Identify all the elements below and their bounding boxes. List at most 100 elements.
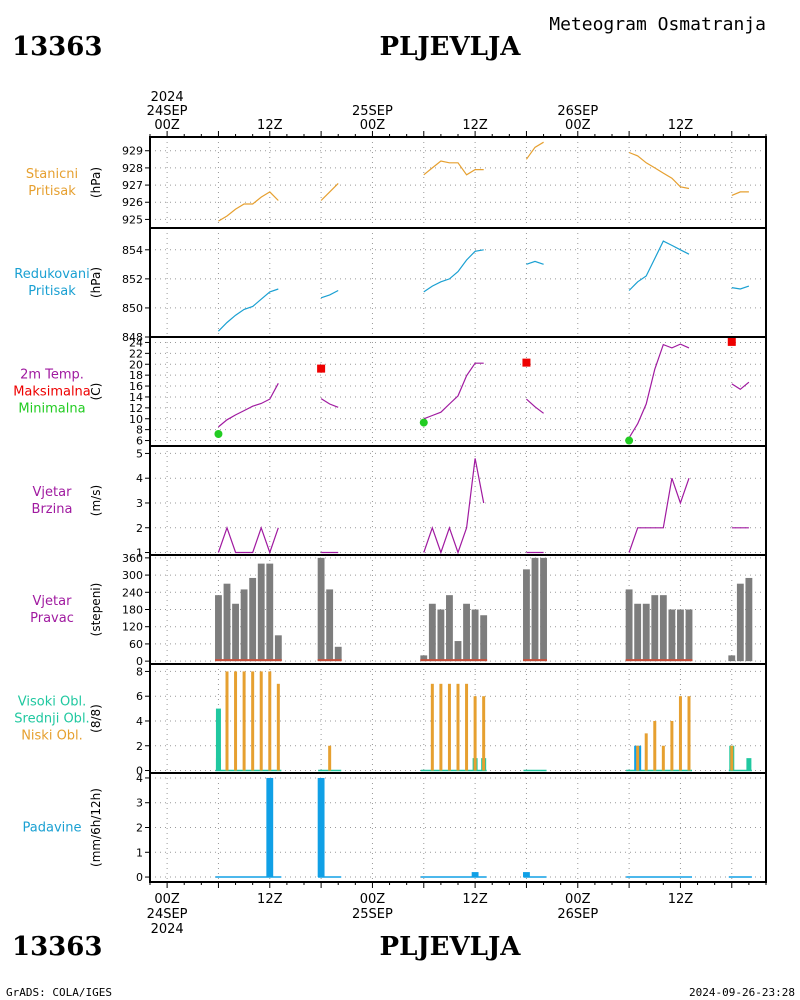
x-label-top: 12Z (257, 118, 283, 133)
series-line (217, 288, 279, 332)
wind-dir-bar (634, 603, 642, 662)
panel-frame (149, 136, 767, 229)
x-label-bottom: 12Z (462, 892, 488, 907)
cloud-low-bar (661, 745, 665, 771)
cloud-low-bar (242, 671, 246, 771)
cloud-low-bar (259, 671, 263, 771)
y-tick-label: 0 (136, 765, 143, 778)
y-tick-label: 1 (136, 547, 143, 560)
x-label-top: 00Z (565, 118, 591, 133)
wind-dir-bar (317, 557, 325, 662)
wind-dir-bar (523, 569, 530, 662)
cloud-low-bar (473, 696, 477, 771)
y-tick-label: 240 (122, 586, 143, 599)
x-label-top: 25SEP (352, 104, 393, 119)
x-label-top: 2024 (151, 90, 184, 105)
series-line (423, 362, 484, 420)
wind-dir-bar (420, 655, 428, 662)
cloud-low-bar (447, 683, 451, 771)
series-line (218, 191, 279, 222)
panel-title-line: Padavine (23, 821, 82, 836)
series-line (731, 381, 750, 391)
cloud-low-bar (276, 683, 280, 771)
panel-title-line: Niski Obl. (21, 729, 83, 744)
y-tick-label: 300 (122, 569, 143, 582)
series-line (525, 398, 544, 414)
y-axis-unit: (hPa) (89, 267, 103, 298)
cloud-mid-bar (215, 708, 221, 771)
wind-dir-bar (463, 603, 470, 662)
cloud-low-bar (268, 671, 272, 771)
cloud-low-bar (456, 683, 460, 771)
cloud-low-bar (670, 720, 674, 771)
panel-title-line: Vjetar (33, 594, 73, 609)
series-line (320, 182, 339, 201)
y-tick-label: 5 (136, 447, 143, 460)
series-line (628, 240, 690, 291)
y-tick-label: 14 (129, 391, 143, 404)
wind-dir-bar (454, 641, 462, 662)
cloud-low-bar (636, 745, 640, 771)
x-label-top: 12Z (668, 118, 694, 133)
wind-dir-bar (274, 635, 282, 662)
chart-subtitle: Meteogram Osmatranja (549, 14, 766, 35)
y-tick-label: 18 (129, 369, 143, 382)
panel-1: 925 926 927 928 929 (hPa) Stanicni Pritisak (26, 136, 767, 229)
panel-title-line: Pravac (30, 611, 74, 626)
station-name-top: PLJEVLJA (380, 32, 522, 62)
y-tick-label: 854 (122, 244, 143, 257)
y-tick-label: 852 (122, 273, 143, 286)
y-tick-label: 22 (129, 347, 143, 360)
station-id-top: 13363 (12, 32, 102, 62)
y-axis-unit: (stepeni) (89, 583, 103, 637)
min-temp-marker (214, 430, 223, 439)
wind-dir-bar (677, 609, 684, 662)
panel-7: 0 1 2 3 4 (mm/6h/12h) Padavine (23, 772, 767, 884)
station-id-bottom: 13363 (12, 932, 102, 962)
y-tick-label: 4 (136, 772, 143, 785)
y-tick-label: 6 (136, 690, 143, 703)
y-tick-label: 16 (129, 380, 143, 393)
wind-dir-bar (651, 595, 659, 662)
series-line (423, 249, 484, 293)
wind-dir-bar (428, 603, 436, 662)
y-axis-unit: (8/8) (89, 704, 103, 733)
series-line (526, 260, 544, 265)
y-tick-label: 12 (129, 402, 143, 415)
wind-dir-bar (249, 577, 257, 662)
cloud-low-bar (251, 671, 255, 771)
cloud-low-bar (482, 696, 486, 771)
cloud-low-bar (465, 683, 469, 771)
y-axis-unit: (C) (89, 383, 103, 401)
y-tick-label: 850 (122, 302, 143, 315)
cloud-low-bar (439, 683, 443, 771)
x-label-bottom: 00Z (565, 892, 591, 907)
panel-6: 0 2 4 6 8 (8/8)Visoki Obl. Srednji Obl. Niski O… (14, 663, 767, 778)
y-tick-label: 848 (122, 331, 143, 344)
y-axis-unit: (m/s) (89, 485, 103, 516)
wind-dir-bar (326, 589, 334, 662)
precip-bar (266, 777, 274, 878)
series-line (731, 285, 750, 290)
series-line (423, 160, 484, 176)
wind-dir-bar (266, 563, 274, 662)
y-axis-unit: (mm/6h/12h) (89, 788, 103, 867)
wind-dir-bar (531, 557, 539, 662)
y-tick-label: 20 (129, 358, 143, 371)
cloud-low-bar (225, 671, 229, 771)
x-label-bottom: 12Z (257, 892, 283, 907)
y-tick-label: 8 (136, 665, 143, 678)
y-tick-label: 1 (136, 846, 143, 859)
wind-dir-bar (540, 557, 547, 662)
panel-frame (149, 445, 767, 556)
panel-5: 0 60 120 180 240 300 360 (stepeni) Vjetar Pravac (30, 552, 767, 668)
x-label-bottom: 25SEP (352, 907, 393, 922)
y-tick-label: 929 (122, 145, 143, 158)
series-line (628, 343, 690, 439)
panel-frame (149, 227, 767, 338)
series-line (218, 383, 279, 428)
y-tick-label: 6 (136, 435, 143, 448)
panel-title-line: Srednji Obl. (14, 712, 89, 727)
